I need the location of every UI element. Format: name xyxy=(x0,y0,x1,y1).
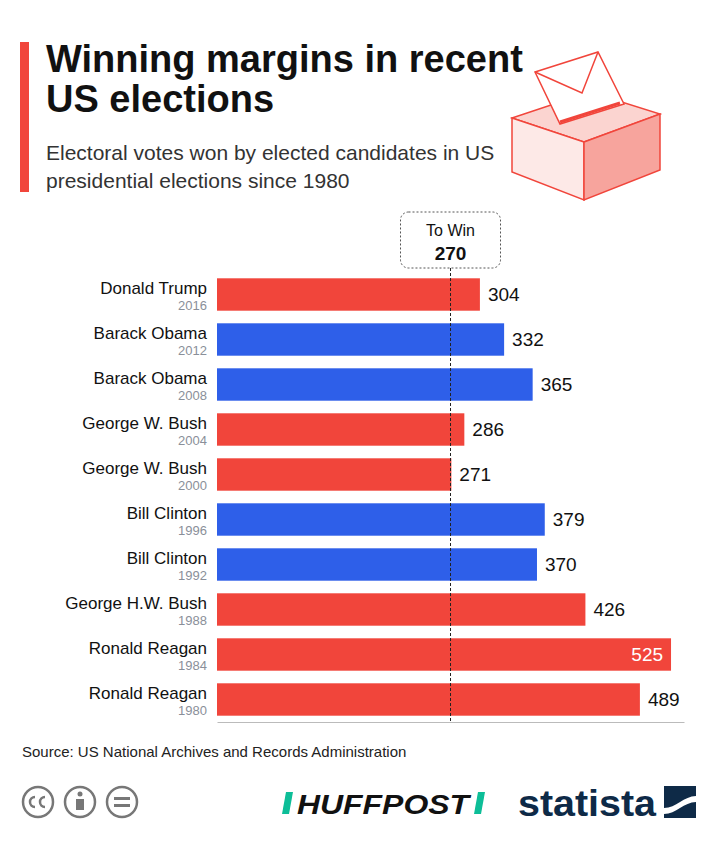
data-label: 304 xyxy=(488,284,520,305)
credit-statista: statista xyxy=(518,783,696,824)
year-label: 2000 xyxy=(178,478,207,493)
bar xyxy=(217,413,464,445)
data-label: 365 xyxy=(541,374,573,395)
bar xyxy=(217,503,545,535)
tick-label: Bill Clinton xyxy=(127,549,207,568)
bar xyxy=(217,593,585,625)
tick-label: Bill Clinton xyxy=(127,504,207,523)
year-label: 1984 xyxy=(178,658,207,673)
bar xyxy=(217,368,533,400)
tick-label: Barack Obama xyxy=(94,369,208,388)
bars xyxy=(217,278,671,715)
tick: George W. Bush2000 xyxy=(82,459,217,493)
reference-line xyxy=(450,268,451,722)
data-label: 332 xyxy=(512,329,544,350)
tick: Ronald Reagan1980 xyxy=(89,684,217,718)
year-label: 1996 xyxy=(178,523,207,538)
year-label: 2012 xyxy=(178,343,207,358)
data-label: 525 xyxy=(631,644,663,665)
data-label: 286 xyxy=(472,419,504,440)
tick-label: Ronald Reagan xyxy=(89,684,207,703)
y-axis: Donald Trump2016Barack Obama2012Barack O… xyxy=(65,279,217,718)
tick-label: Barack Obama xyxy=(94,324,208,343)
tick-label: Donald Trump xyxy=(100,279,207,298)
year-label: 1980 xyxy=(178,703,207,718)
bar xyxy=(217,638,671,670)
tick: Barack Obama2008 xyxy=(94,369,217,403)
data-label: 379 xyxy=(553,509,585,530)
accent-bar xyxy=(20,42,29,192)
tick: George H.W. Bush1988 xyxy=(65,594,217,628)
tick: Ronald Reagan1984 xyxy=(89,639,217,673)
tick-label: George W. Bush xyxy=(82,459,207,478)
tick: George W. Bush2004 xyxy=(82,414,217,448)
data-label: 426 xyxy=(593,599,625,620)
data-labels: 304 332 365 286 271 379 370 426 525 489 xyxy=(459,284,679,710)
x-axis xyxy=(218,722,685,723)
year-label: 2016 xyxy=(178,298,207,313)
tick-label: George H.W. Bush xyxy=(65,594,207,613)
year-label: 2008 xyxy=(178,388,207,403)
bar xyxy=(217,278,480,310)
year-label: 1988 xyxy=(178,613,207,628)
title: Winning margins in recentUS elections xyxy=(46,38,523,120)
source: Source: US National Archives and Records… xyxy=(22,743,406,760)
data-label: 489 xyxy=(648,689,680,710)
year-label: 1992 xyxy=(178,568,207,583)
reference-label: To Win xyxy=(426,222,475,239)
tick: Bill Clinton1992 xyxy=(127,549,217,583)
credit-text: statista xyxy=(518,783,656,824)
data-label: 271 xyxy=(459,464,491,485)
tick-label: George W. Bush xyxy=(82,414,207,433)
bar xyxy=(217,683,640,715)
license-icons xyxy=(23,787,137,817)
credit-text: HUFFPOST xyxy=(297,790,472,820)
chart: Winning margins in recentUS elections Ele… xyxy=(0,0,720,842)
reference-box xyxy=(401,212,501,268)
reference-value: 270 xyxy=(435,243,467,264)
credit-huffpost: HUFFPOST xyxy=(282,790,485,820)
tick-label: Ronald Reagan xyxy=(89,639,207,658)
bar xyxy=(217,548,537,580)
bar xyxy=(217,458,451,490)
ballot-icon xyxy=(512,52,660,200)
tick: Barack Obama2012 xyxy=(94,324,217,358)
x-axis-line xyxy=(218,722,685,723)
subtitle: Electoral votes won by elected candidate… xyxy=(46,141,494,192)
tick: Donald Trump2016 xyxy=(100,279,217,313)
tick: Bill Clinton1996 xyxy=(127,504,217,538)
data-label: 370 xyxy=(545,554,577,575)
year-label: 2004 xyxy=(178,433,207,448)
bar xyxy=(217,323,504,355)
